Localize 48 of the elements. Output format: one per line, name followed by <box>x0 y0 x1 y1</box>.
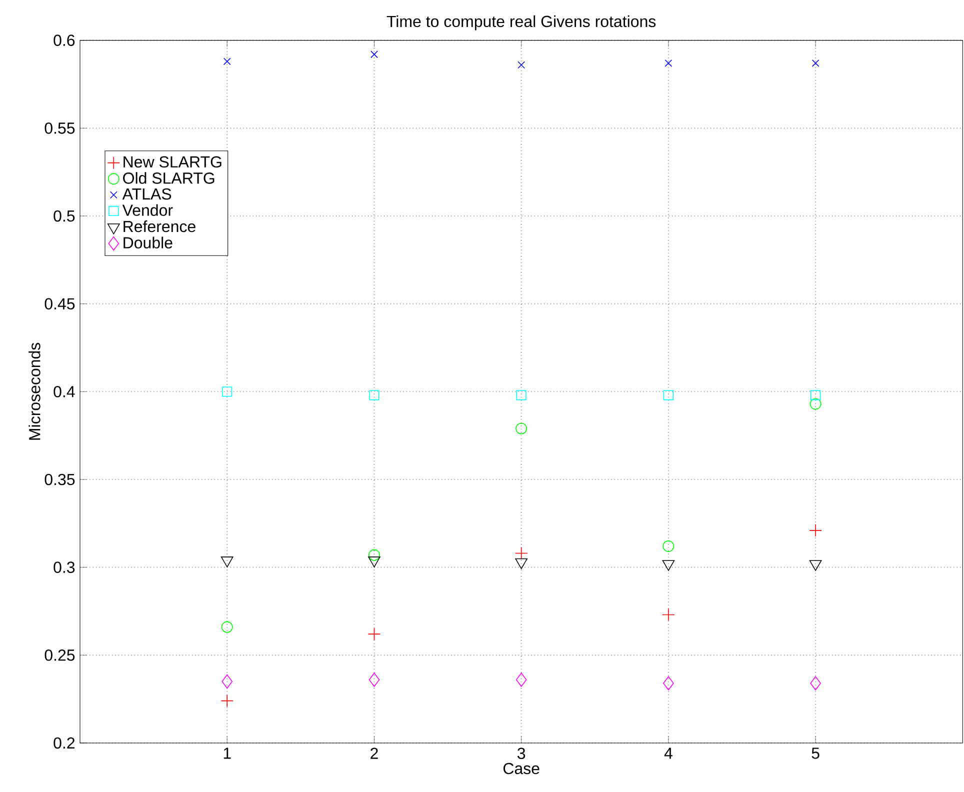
point <box>369 390 380 400</box>
x-tick-label: 3 <box>517 748 526 760</box>
point <box>368 549 380 561</box>
y-tick-label: 0.3 <box>54 562 75 573</box>
point <box>370 50 378 58</box>
x-axis-title: Case <box>503 762 540 774</box>
legend-label: New SLARTG <box>124 156 222 168</box>
point <box>663 390 674 400</box>
legend-label: Reference <box>124 220 196 232</box>
point <box>663 676 674 690</box>
y-tick-label: 0.4 <box>54 386 75 398</box>
point <box>220 694 234 708</box>
point <box>514 546 528 560</box>
x-tick-label: 2 <box>370 748 378 759</box>
point <box>664 59 672 67</box>
chart-title: Time to compute real Givens rotations <box>386 15 656 30</box>
y-tick-label: 0.45 <box>44 298 75 310</box>
y-tick-label: 0.55 <box>44 122 75 134</box>
point <box>810 676 821 690</box>
legend-label: ATLAS <box>122 188 172 200</box>
x-tick-label: 5 <box>812 748 820 759</box>
point <box>810 390 821 400</box>
y-tick-label: 0.25 <box>44 649 75 661</box>
legend-label: Vendor <box>122 204 173 216</box>
point <box>662 540 674 552</box>
point <box>812 59 820 67</box>
legend-label: Old SLARTG <box>123 172 214 184</box>
point <box>809 524 822 537</box>
point <box>222 386 232 397</box>
y-tick-label: 0.35 <box>44 474 75 486</box>
point <box>368 672 380 687</box>
point <box>221 621 233 633</box>
y-tick-label: 0.2 <box>54 737 74 749</box>
point <box>223 58 231 66</box>
x-tick-label: 1 <box>224 748 231 759</box>
point <box>516 672 527 687</box>
point <box>516 390 526 400</box>
y-tick-label: 0.5 <box>54 210 75 222</box>
point <box>518 61 526 69</box>
point <box>368 628 381 640</box>
y-tick-label: 0.6 <box>54 34 75 46</box>
x-tick-label: 4 <box>664 748 672 759</box>
y-axis-title: Microseconds <box>28 342 40 440</box>
point <box>516 422 528 434</box>
point <box>222 674 233 689</box>
point <box>662 608 675 622</box>
point <box>810 398 822 410</box>
legend-label: Double <box>124 236 172 248</box>
